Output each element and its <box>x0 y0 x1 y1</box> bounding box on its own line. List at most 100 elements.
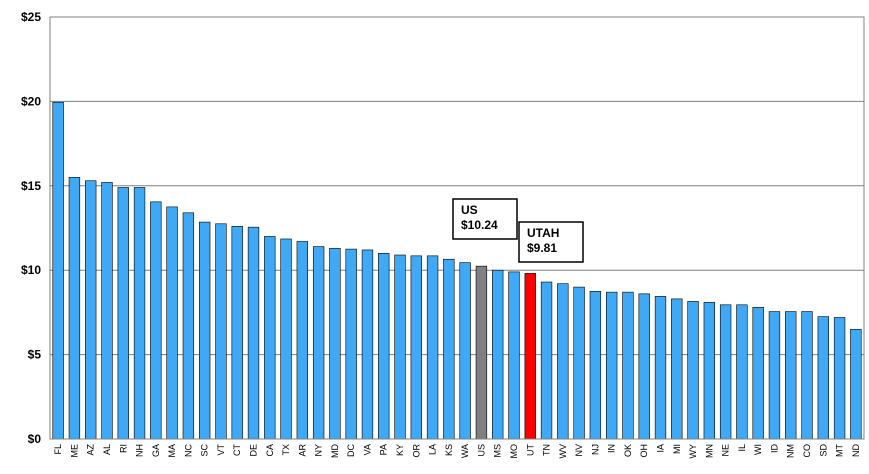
x-tick-label: RI <box>118 444 128 453</box>
x-tick-label: NE <box>721 444 731 457</box>
bar-de <box>247 226 260 440</box>
bar-co <box>801 311 813 440</box>
bar-ne <box>719 304 732 440</box>
bar-wa <box>459 262 471 440</box>
callout-box-us <box>452 198 518 240</box>
bar-sc <box>198 221 211 440</box>
x-tick-label: IA <box>656 444 666 453</box>
x-tick-label: VT <box>216 444 226 456</box>
bar-sd <box>817 316 829 440</box>
x-tick-label: DC <box>346 444 356 457</box>
bar-al <box>101 182 113 440</box>
x-tick-label: GA <box>151 444 161 457</box>
bar-ny <box>312 246 325 440</box>
x-tick-label: US <box>476 444 486 457</box>
x-tick-label: PA <box>379 444 389 455</box>
x-tick-label: FL <box>53 444 63 455</box>
bar-wv <box>557 283 569 440</box>
bar-ar <box>296 241 309 440</box>
bar-wy <box>687 301 699 440</box>
bar-md <box>329 247 341 440</box>
callout-text: UTAH <box>527 226 559 240</box>
bar-ct <box>231 226 243 440</box>
bar-ma <box>166 206 178 440</box>
bar-nd <box>850 328 862 440</box>
callout-text: $9.81 <box>527 241 557 255</box>
bar-wi <box>752 307 764 440</box>
bar-vt <box>215 223 227 440</box>
y-tick-label: $10 <box>21 263 41 277</box>
x-tick-label: SC <box>200 444 210 457</box>
bar-ky <box>394 254 406 440</box>
bar-nj <box>589 290 602 440</box>
bar-nh <box>133 187 146 440</box>
x-tick-label: AL <box>102 444 112 455</box>
x-tick-label: WA <box>460 444 470 458</box>
x-tick-label: AZ <box>86 444 96 456</box>
x-tick-label: OH <box>639 444 649 458</box>
x-tick-label: CO <box>802 444 812 458</box>
y-tick-label: $0 <box>28 432 42 446</box>
x-tick-label: SD <box>818 444 828 457</box>
x-tick-label: AR <box>297 444 307 457</box>
bar-ri <box>117 187 129 440</box>
x-tick-label: NH <box>135 444 145 457</box>
x-tick-label: IN <box>607 444 617 453</box>
x-tick-label: WI <box>753 444 763 455</box>
x-tick-label: CA <box>265 444 275 457</box>
x-tick-label: OK <box>623 444 633 457</box>
y-tick-label: $20 <box>21 94 41 108</box>
x-tick-label: DE <box>249 444 259 457</box>
x-tick-label: KS <box>444 444 454 456</box>
bar-ia <box>654 296 667 440</box>
bar-il <box>736 304 748 440</box>
bar-nv <box>573 286 585 440</box>
x-tick-label: MO <box>509 444 519 459</box>
bar-ca <box>264 236 276 440</box>
bar-tn <box>540 281 553 440</box>
bar-us <box>475 265 488 440</box>
y-axis-ticks: $0 $5 $10 $15 $20 $25 <box>21 10 41 446</box>
bar-nm <box>785 311 797 440</box>
x-tick-label: ME <box>69 444 79 458</box>
bar-or <box>410 255 422 440</box>
x-tick-label: LA <box>428 444 438 455</box>
x-tick-label: MT <box>835 444 845 457</box>
plot-frame <box>49 16 865 440</box>
x-tick-label: WV <box>558 444 568 459</box>
bar-az <box>85 180 97 440</box>
x-tick-label: OR <box>411 443 421 457</box>
bar-me <box>68 177 81 440</box>
callout-text: $10.24 <box>461 218 498 232</box>
bar-mi <box>671 298 683 440</box>
x-tick-label: NJ <box>590 444 600 455</box>
x-tick-label: IL <box>737 444 747 452</box>
x-tick-label: TN <box>542 444 552 456</box>
bar-ks <box>443 258 455 440</box>
x-tick-label: NC <box>183 444 193 457</box>
x-tick-label: NY <box>314 444 324 457</box>
callout-box-ut <box>518 221 584 263</box>
bar-ga <box>150 201 162 440</box>
x-tick-label: ND <box>851 444 861 457</box>
y-tick-label: $15 <box>21 179 41 193</box>
bar-in <box>605 291 618 440</box>
x-tick-label: MN <box>704 444 714 458</box>
bar-va <box>361 249 374 440</box>
x-tick-label: MI <box>672 444 682 454</box>
x-tick-label: VA <box>362 444 372 455</box>
x-tick-label: MS <box>493 444 503 458</box>
bar-id <box>768 311 781 440</box>
bar-ut <box>524 273 536 440</box>
x-tick-label: ID <box>769 443 779 453</box>
x-axis-ticks: FL ME AZ AL RI NH GA MA NC SC VT CT DE CA TX AR NY MD DC VA… <box>53 443 861 458</box>
bar-tx <box>280 238 292 440</box>
x-tick-label: NV <box>574 444 584 457</box>
x-tick-label: MA <box>167 444 177 458</box>
callouts: US$10.24 UTAH$9.81 <box>452 198 584 263</box>
bar-nc <box>182 212 195 440</box>
bar-dc <box>345 248 357 440</box>
x-tick-label: WY <box>688 444 698 459</box>
bar-fl <box>52 101 64 440</box>
